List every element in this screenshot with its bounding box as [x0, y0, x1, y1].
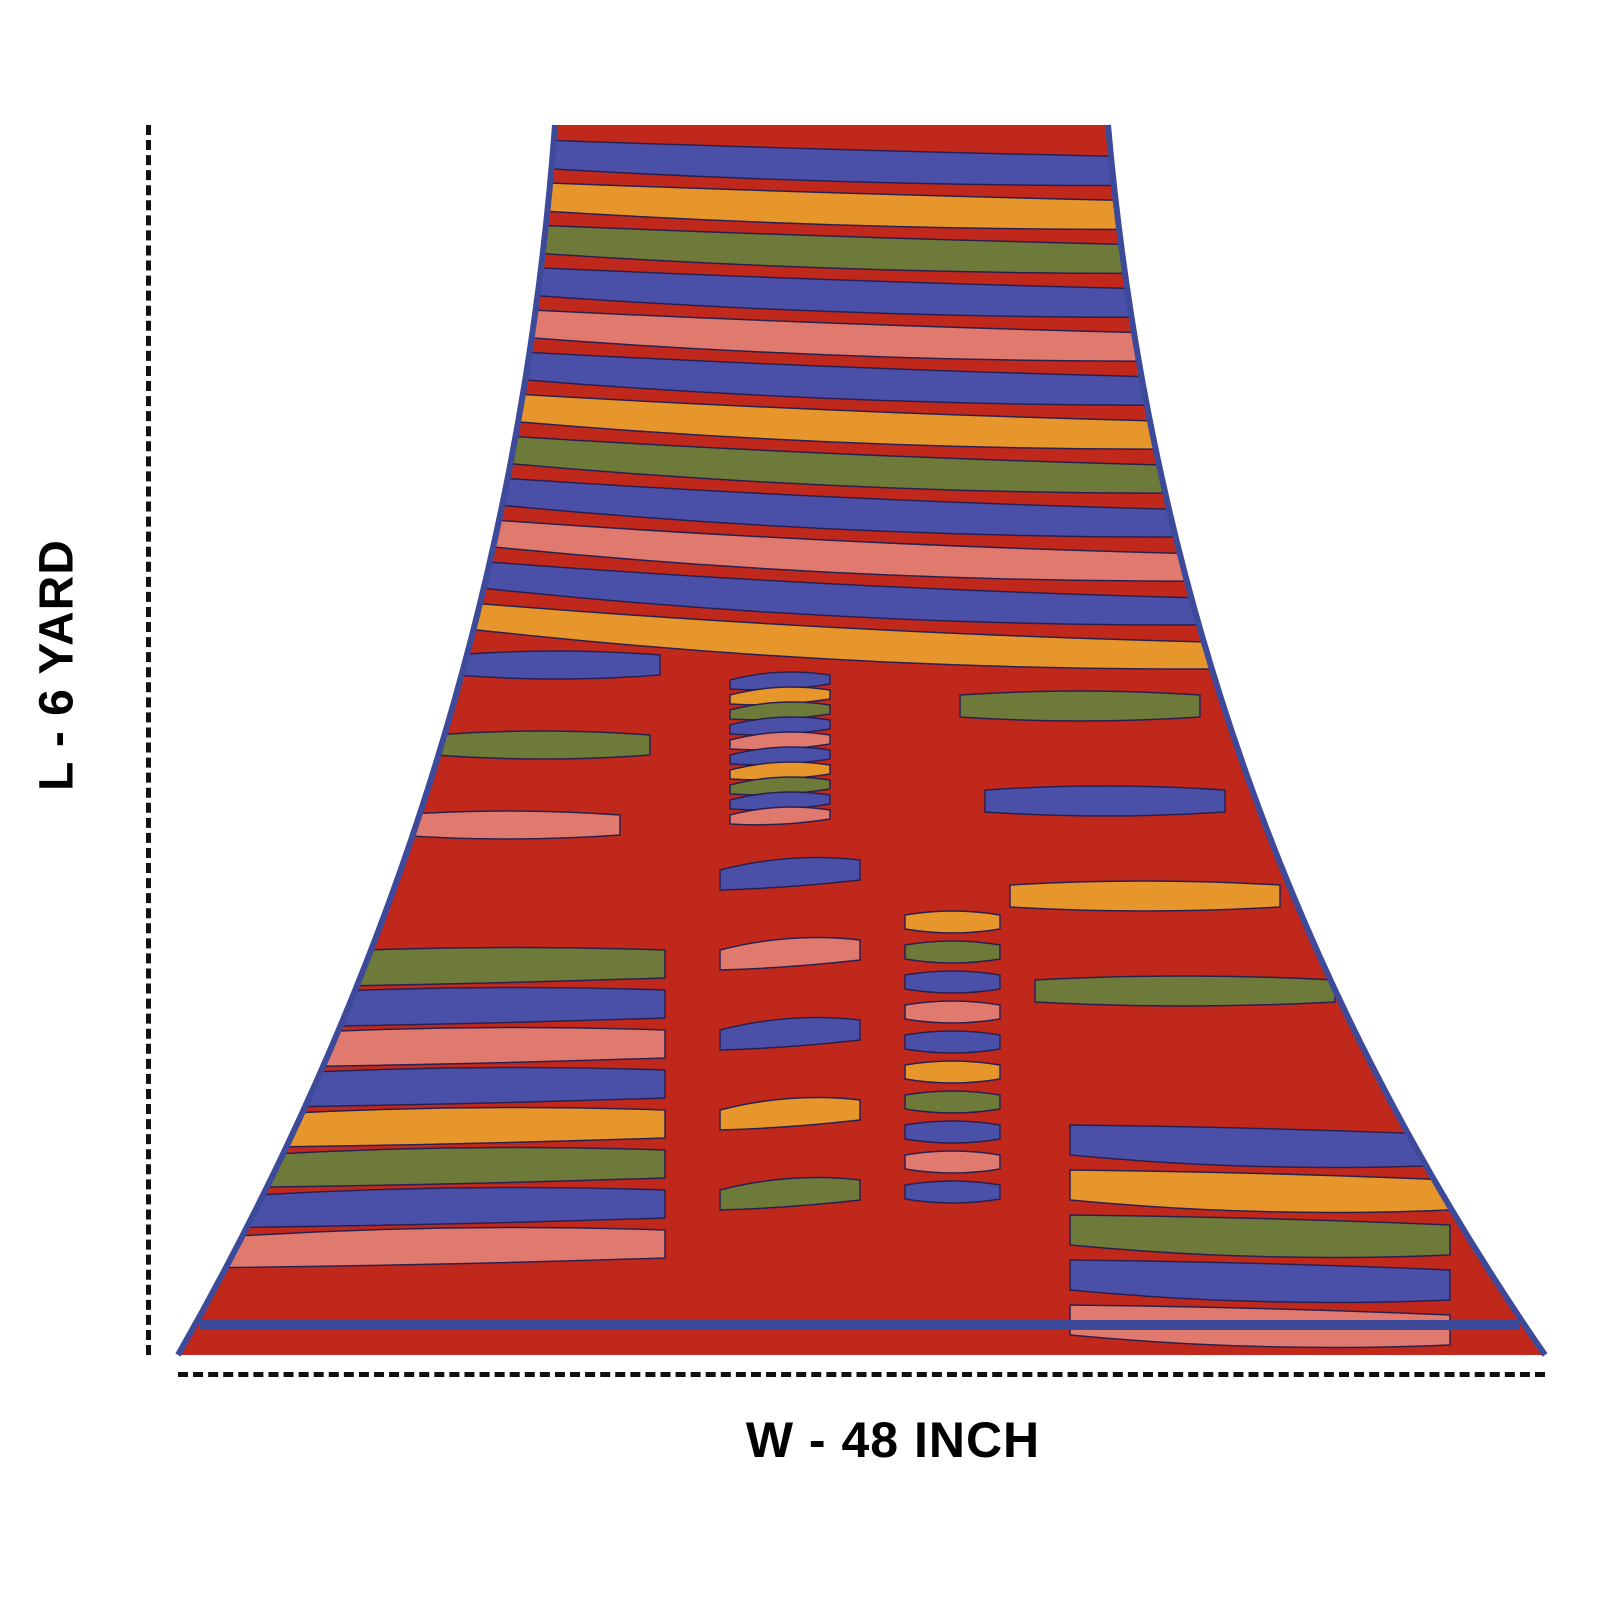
fabric-stripe — [1069, 1259, 1451, 1304]
fabric-stripe — [719, 936, 861, 971]
fabric-stripe — [179, 1186, 666, 1229]
fabric-stripe — [434, 730, 651, 760]
fabric-stripe — [904, 1060, 1001, 1084]
fabric-stripe — [1034, 975, 1336, 1007]
left-border — [175, 124, 558, 1357]
fabric-stripe — [719, 1176, 861, 1211]
fabric-stripe — [904, 1150, 1001, 1174]
fabric-stripe — [904, 1120, 1001, 1144]
fabric-stripe — [904, 1000, 1001, 1024]
fabric-stripe — [904, 1030, 1001, 1054]
fabric-stripe — [1009, 880, 1281, 912]
fabric-stripe — [904, 1090, 1001, 1114]
fabric-stripe — [719, 1096, 861, 1131]
fabric-stripe — [454, 650, 661, 680]
fabric-stripe — [179, 1226, 666, 1269]
length-label: L - 6 YARD — [30, 539, 84, 791]
fabric-stripe — [959, 690, 1201, 722]
width-dimension-line — [178, 1372, 1545, 1377]
fabric-stripe — [729, 806, 831, 826]
fabric-stripe — [394, 810, 621, 840]
fabric-stripe — [719, 1016, 861, 1051]
fabric-stripe — [719, 856, 861, 891]
width-label: W - 48 INCH — [745, 1412, 1041, 1468]
fabric-stripe — [904, 970, 1001, 994]
fabric-stripe — [984, 785, 1226, 817]
fabric-stripe — [1069, 1214, 1451, 1259]
fabric-stripe — [904, 940, 1001, 964]
fabric-stripe — [179, 1146, 666, 1189]
fabric-stripe — [904, 1180, 1001, 1204]
right-border — [1105, 124, 1548, 1357]
length-dimension-line — [146, 125, 151, 1355]
fabric-stripe — [904, 910, 1001, 934]
